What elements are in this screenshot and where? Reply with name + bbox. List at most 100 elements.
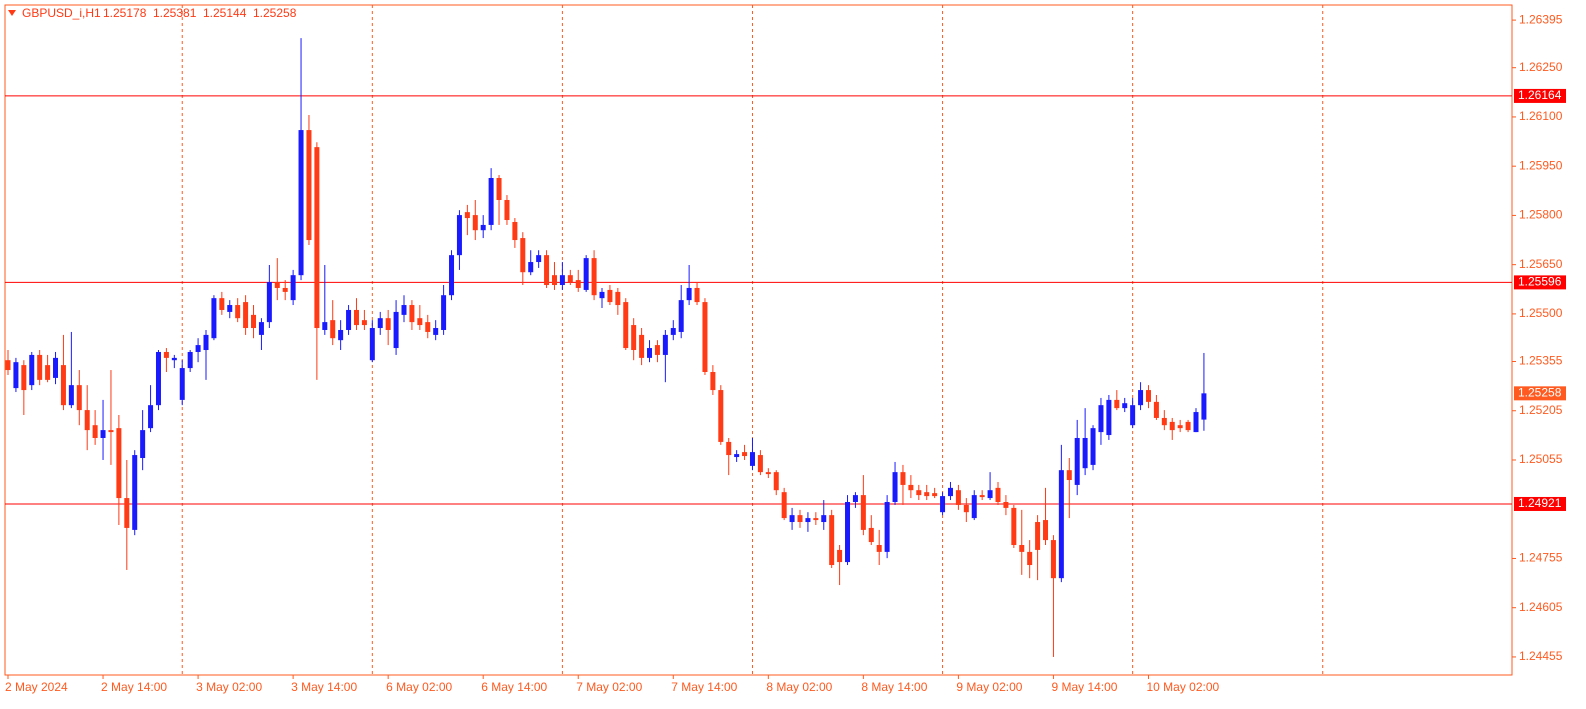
x-tick-label: 9 May 14:00 [1051, 680, 1117, 694]
candle-body [456, 215, 462, 256]
candle-body [884, 502, 890, 552]
candle-body [971, 495, 977, 519]
candle-body [108, 430, 114, 433]
candle-body [1130, 405, 1136, 426]
candle-body [346, 309, 352, 330]
candle-body [322, 322, 328, 330]
x-tick-label: 8 May 14:00 [861, 680, 927, 694]
candle-body [710, 372, 716, 391]
candle-body [686, 287, 692, 301]
y-tick-label: 1.25650 [1519, 257, 1563, 271]
candle-body [829, 515, 835, 566]
candle-body [1098, 405, 1104, 433]
candle-body [124, 498, 130, 528]
candle-body [441, 295, 447, 330]
price-label: 1.25596 [1518, 275, 1562, 289]
candle-body [591, 258, 597, 296]
candle-body [1145, 390, 1151, 402]
candle-body [76, 385, 82, 411]
header-icon [8, 10, 16, 16]
candle-body [837, 549, 843, 563]
candle-body [678, 300, 684, 332]
header-close: 1.25258 [253, 6, 297, 20]
candle-body [979, 495, 985, 498]
candle-body [892, 472, 898, 503]
candle-body [401, 305, 407, 315]
y-tick-label: 1.26250 [1519, 60, 1563, 74]
y-tick-label: 1.25500 [1519, 306, 1563, 320]
candle-body [1185, 421, 1191, 431]
candle-body [726, 441, 732, 456]
x-tick-label: 7 May 02:00 [576, 680, 642, 694]
candle-body [433, 328, 439, 335]
candle-body [377, 318, 383, 329]
candle-body [1106, 399, 1112, 436]
candle-body [45, 365, 51, 380]
candle-body [773, 472, 779, 491]
candle-body [940, 496, 946, 513]
x-tick-label: 2 May 2024 [5, 680, 68, 694]
price-label-box [1514, 496, 1566, 511]
candle-body [266, 282, 272, 323]
candle-body [53, 357, 59, 378]
candle-body [615, 291, 621, 306]
candle-body [647, 348, 653, 358]
y-tick-label: 1.25950 [1519, 158, 1563, 172]
candle-body [13, 362, 19, 389]
candle-body [551, 275, 557, 286]
candle-body [544, 255, 550, 286]
y-tick-label: 1.24455 [1519, 649, 1563, 663]
candle-body [512, 221, 518, 241]
candle-body [314, 147, 320, 329]
candle-body [1019, 545, 1025, 552]
candle-body [251, 314, 257, 329]
candle-body [84, 410, 90, 431]
x-tick-label: 8 May 02:00 [766, 680, 832, 694]
candle-body [155, 351, 161, 406]
candle-body [163, 351, 169, 358]
candle-body [639, 334, 645, 358]
candle-body [694, 287, 700, 303]
candle-body [623, 302, 629, 349]
candle-body [68, 385, 74, 406]
candle-body [1066, 470, 1072, 481]
candle-body [219, 298, 225, 310]
candle-body [805, 518, 811, 523]
candle-body [37, 354, 43, 380]
candle-body [599, 291, 605, 299]
candle-body [583, 258, 589, 290]
x-tick-label: 7 May 14:00 [671, 680, 737, 694]
candle-body [409, 305, 415, 323]
x-tick-label: 2 May 14:00 [101, 680, 167, 694]
price-label: 1.26164 [1518, 88, 1562, 102]
candle-body [171, 357, 177, 361]
candle-body [1050, 540, 1056, 579]
candle-body [1011, 507, 1017, 546]
candle-body [116, 428, 122, 499]
candle-body [449, 255, 455, 296]
candle-body [852, 495, 858, 503]
candle-body [1058, 470, 1064, 579]
candle-body [258, 322, 264, 335]
candle-body [789, 515, 795, 523]
chart-header: GBPUSD_i,H1 1.25178 1.25381 1.25144 1.25… [8, 6, 297, 20]
candle-body [504, 199, 510, 221]
y-tick-label: 1.25355 [1519, 354, 1563, 368]
candle-body [765, 472, 771, 475]
candle-body [140, 430, 146, 459]
candle-body [702, 302, 708, 373]
y-tick-label: 1.26100 [1519, 109, 1563, 123]
candle-body [528, 262, 534, 273]
candle-body [290, 275, 296, 301]
candle-body [868, 527, 874, 543]
candle-body [187, 351, 193, 369]
candle-body [338, 329, 344, 341]
candle-body [749, 452, 755, 466]
candle-body [211, 298, 217, 339]
y-tick-label: 1.24755 [1519, 551, 1563, 565]
candle-body [480, 224, 486, 231]
candle-body [718, 390, 724, 442]
candle-body [1177, 425, 1183, 429]
candle-body [21, 365, 27, 391]
